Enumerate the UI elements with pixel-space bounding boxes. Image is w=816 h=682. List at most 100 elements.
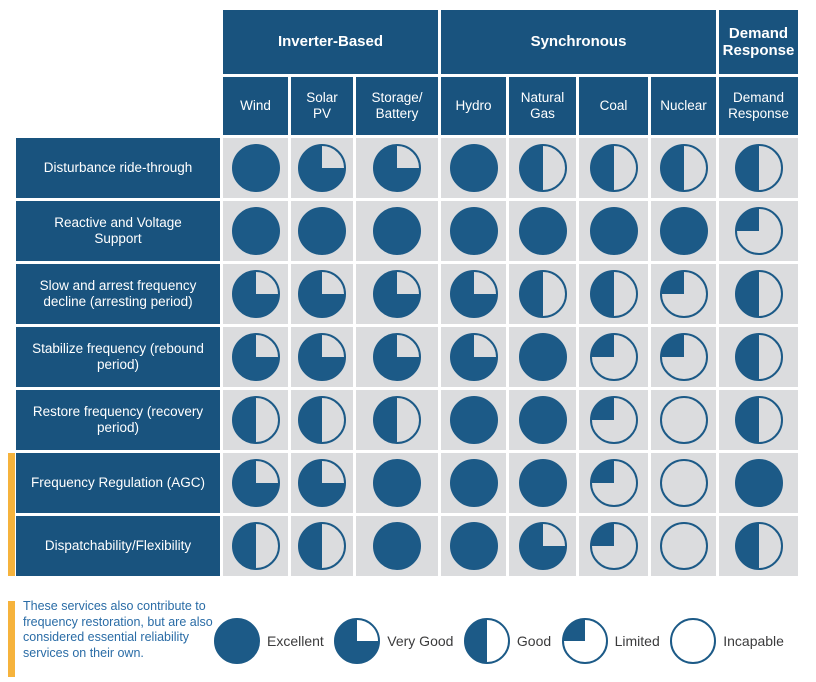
rating-legend: Excellent Very Good Good Limited Incapable <box>214 606 784 676</box>
legend-item-incapable: Incapable <box>670 618 784 664</box>
rating-good-pie <box>231 522 280 570</box>
footnote-flag-bar <box>8 601 15 677</box>
rating-excellent-pie <box>449 522 498 570</box>
cell-stabilize-frequency-coal <box>579 327 648 387</box>
matrix-corner-spacer <box>16 10 220 135</box>
cell-stabilize-frequency-demand-response <box>719 327 798 387</box>
row-label-frequency-regulation-agc: Frequency Regulation (AGC) <box>16 453 220 513</box>
cell-restore-frequency-demand-response <box>719 390 798 450</box>
rating-good-pie <box>659 144 708 192</box>
cell-disturbance-ride-through-wind <box>223 138 288 198</box>
rating-limited-pie <box>589 396 638 444</box>
rating-very-good-pie <box>449 270 498 318</box>
rating-very-good-pie <box>449 333 498 381</box>
cell-dispatchability-flexibility-nuclear <box>651 516 716 576</box>
rating-excellent-pie <box>518 459 567 507</box>
column-header-natural-gas: Natural Gas <box>509 77 576 135</box>
legend-label-good: Good <box>516 633 552 649</box>
group-header-inverter-based: Inverter-Based <box>223 10 438 74</box>
group-header-synchronous: Synchronous <box>441 10 716 74</box>
cell-slow-and-nuclear <box>651 264 716 324</box>
column-header-wind: Wind <box>223 77 288 135</box>
rating-excellent-pie <box>734 459 783 507</box>
rating-good-pie <box>518 144 567 192</box>
row-label-dispatchability-flexibility: Dispatchability/Flexibility <box>16 516 220 576</box>
column-header-storage-battery: Storage/ Battery <box>356 77 438 135</box>
cell-stabilize-frequency-wind <box>223 327 288 387</box>
cell-reactive-and-hydro <box>441 201 506 261</box>
cell-slow-and-wind <box>223 264 288 324</box>
cell-frequency-regulation-demand-response <box>719 453 798 513</box>
rating-good-pie <box>734 396 783 444</box>
rating-excellent-pie <box>449 459 498 507</box>
cell-dispatchability-flexibility-coal <box>579 516 648 576</box>
legend-good-pie <box>463 618 510 664</box>
rating-good-pie <box>231 396 280 444</box>
legend-very-good-pie <box>334 618 381 664</box>
rating-very-good-pie <box>298 333 346 381</box>
cell-dispatchability-flexibility-solar-pv <box>291 516 353 576</box>
rating-very-good-pie <box>373 270 421 318</box>
cell-slow-and-coal <box>579 264 648 324</box>
footnote-text: These services also contribute to freque… <box>23 599 213 660</box>
rating-very-good-pie <box>518 522 567 570</box>
rating-very-good-pie <box>231 459 280 507</box>
rating-excellent-pie <box>373 207 421 255</box>
cell-reactive-and-nuclear <box>651 201 716 261</box>
rating-very-good-pie <box>373 333 421 381</box>
rating-very-good-pie <box>298 270 346 318</box>
column-header-hydro: Hydro <box>441 77 506 135</box>
row-label-reactive-and-voltage-support: Reactive and Voltage Support <box>16 201 220 261</box>
rating-limited-pie <box>659 333 708 381</box>
cell-restore-frequency-nuclear <box>651 390 716 450</box>
legend-item-limited: Limited <box>561 618 660 664</box>
cell-disturbance-ride-through-demand-response <box>719 138 798 198</box>
rating-excellent-pie <box>659 207 708 255</box>
cell-disturbance-ride-through-coal <box>579 138 648 198</box>
rating-good-pie <box>589 144 638 192</box>
legend-label-incapable: Incapable <box>723 633 784 649</box>
rating-excellent-pie <box>298 207 346 255</box>
cell-disturbance-ride-through-storage-battery <box>356 138 438 198</box>
cell-stabilize-frequency-solar-pv <box>291 327 353 387</box>
capability-matrix: Inverter-Based Synchronous Demand Response… <box>16 10 798 576</box>
cell-frequency-regulation-natural-gas <box>509 453 576 513</box>
rating-excellent-pie <box>373 459 421 507</box>
cell-stabilize-frequency-nuclear <box>651 327 716 387</box>
cell-restore-frequency-solar-pv <box>291 390 353 450</box>
frequency-restoration-flag-bar <box>8 453 15 576</box>
cell-restore-frequency-wind <box>223 390 288 450</box>
legend-limited-pie <box>561 618 608 664</box>
rating-incapable-pie <box>659 522 708 570</box>
rating-incapable-pie <box>659 396 708 444</box>
rating-excellent-pie <box>449 396 498 444</box>
cell-frequency-regulation-solar-pv <box>291 453 353 513</box>
rating-excellent-pie <box>518 396 567 444</box>
rating-very-good-pie <box>298 459 346 507</box>
rating-very-good-pie <box>298 144 346 192</box>
cell-dispatchability-flexibility-natural-gas <box>509 516 576 576</box>
rating-good-pie <box>373 396 421 444</box>
cell-restore-frequency-storage-battery <box>356 390 438 450</box>
cell-frequency-regulation-coal <box>579 453 648 513</box>
rating-good-pie <box>589 270 638 318</box>
cell-reactive-and-demand-response <box>719 201 798 261</box>
rating-incapable-pie <box>659 459 708 507</box>
rating-excellent-pie <box>231 144 280 192</box>
legend-excellent-pie <box>214 618 260 664</box>
rating-good-pie <box>734 270 783 318</box>
column-header-nuclear: Nuclear <box>651 77 716 135</box>
legend-item-excellent: Excellent <box>214 618 324 664</box>
rating-excellent-pie <box>231 207 280 255</box>
group-header-demand-response: Demand Response <box>719 10 798 74</box>
cell-slow-and-hydro <box>441 264 506 324</box>
cell-reactive-and-natural-gas <box>509 201 576 261</box>
rating-limited-pie <box>734 207 783 255</box>
cell-stabilize-frequency-natural-gas <box>509 327 576 387</box>
cell-dispatchability-flexibility-storage-battery <box>356 516 438 576</box>
cell-slow-and-natural-gas <box>509 264 576 324</box>
row-label-slow-and-arrest-frequency-decline-arresting-period: Slow and arrest frequency decline (arres… <box>16 264 220 324</box>
rating-very-good-pie <box>373 144 421 192</box>
legend-label-excellent: Excellent <box>267 633 324 649</box>
cell-slow-and-demand-response <box>719 264 798 324</box>
